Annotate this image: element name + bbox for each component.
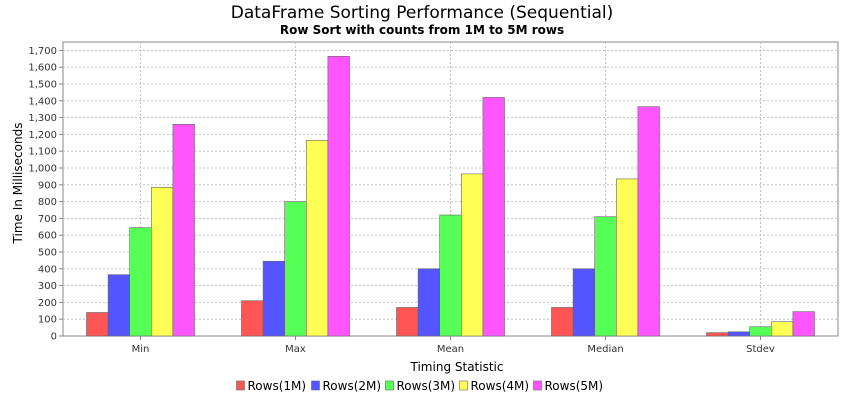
bar-mean-2m <box>417 268 441 337</box>
bar-min-1m <box>86 312 109 337</box>
y-tick-label: 900 <box>38 180 57 191</box>
bar-max-4m <box>305 139 329 337</box>
bar-max-2m <box>262 260 286 337</box>
bar-min-4m <box>151 187 174 337</box>
legend-label: Rows(5M) <box>545 379 604 393</box>
y-tick-label: 400 <box>38 264 57 275</box>
y-tick-label: 100 <box>38 315 57 326</box>
legend: Rows(1M) Rows(2M) Rows(3M) Rows(4M) Rows(5M) <box>236 379 604 393</box>
y-tick-label: 700 <box>38 214 57 225</box>
bar-median-5m <box>637 106 660 337</box>
y-tick-label: 1,000 <box>28 164 57 175</box>
x-tick-label: Median <box>587 344 623 355</box>
legend-swatch <box>236 380 245 391</box>
legend-swatch <box>459 380 468 391</box>
y-tick-label: 200 <box>38 298 57 309</box>
bar-min-5m <box>172 124 195 337</box>
bars <box>86 55 815 337</box>
y-tick-label: 800 <box>38 197 57 208</box>
bar-median-1m <box>551 307 574 337</box>
bar-mean-1m <box>396 307 419 337</box>
bar-median-2m <box>572 268 595 337</box>
bar-stdev-3m <box>749 326 772 337</box>
x-tick-label: Stdev <box>746 344 775 355</box>
x-axis-label: Timing Statistic <box>410 360 504 374</box>
y-tick-label: 1,100 <box>28 147 57 158</box>
y-tick-label: 1,500 <box>28 80 57 91</box>
bar-max-3m <box>284 201 307 337</box>
y-tick-label: 1,600 <box>28 63 57 74</box>
chart-subtitle: Row Sort with counts from 1M to 5M rows <box>280 23 564 37</box>
y-tick-label: 0 <box>51 332 57 343</box>
legend-label: Rows(2M) <box>323 379 382 393</box>
legend-label: Rows(3M) <box>397 379 456 393</box>
bar-stdev-2m <box>727 331 750 337</box>
y-axis-ticks: 0 100 200 300 400 500 600 700 800 900 1,000 1,100 1,… <box>28 46 63 343</box>
x-tick-label: Max <box>285 344 306 355</box>
y-tick-label: 1,700 <box>28 46 57 57</box>
bar-stdev-5m <box>792 311 815 337</box>
bar-max-1m <box>241 300 264 337</box>
x-axis-ticks: Min Max Mean Median Stdev <box>132 336 775 355</box>
bar-median-3m <box>594 216 617 337</box>
y-tick-label: 1,400 <box>28 96 57 107</box>
bar-min-2m <box>107 274 130 337</box>
y-tick-label: 300 <box>38 281 57 292</box>
legend-label: Rows(1M) <box>248 379 307 393</box>
bar-min-3m <box>129 227 152 337</box>
y-axis-label: Time In Milliseconds <box>11 123 25 245</box>
bar-max-5m <box>327 55 350 337</box>
chart-title: DataFrame Sorting Performance (Sequentia… <box>231 3 613 23</box>
y-tick-label: 600 <box>38 231 57 242</box>
y-tick-label: 500 <box>38 248 57 259</box>
legend-label: Rows(4M) <box>471 379 530 393</box>
legend-swatch <box>385 380 394 391</box>
y-tick-label: 1,300 <box>28 113 57 124</box>
y-tick-label: 1,200 <box>28 130 57 141</box>
bar-mean-5m <box>482 97 505 337</box>
legend-swatch <box>533 380 542 391</box>
bar-stdev-1m <box>706 332 729 337</box>
bar-mean-3m <box>439 214 462 337</box>
bar-median-4m <box>615 178 639 337</box>
bar-stdev-4m <box>770 321 794 337</box>
legend-swatch <box>311 380 320 391</box>
x-tick-label: Mean <box>437 344 464 355</box>
x-tick-label: Min <box>132 344 150 355</box>
bar-mean-4m <box>460 173 484 337</box>
